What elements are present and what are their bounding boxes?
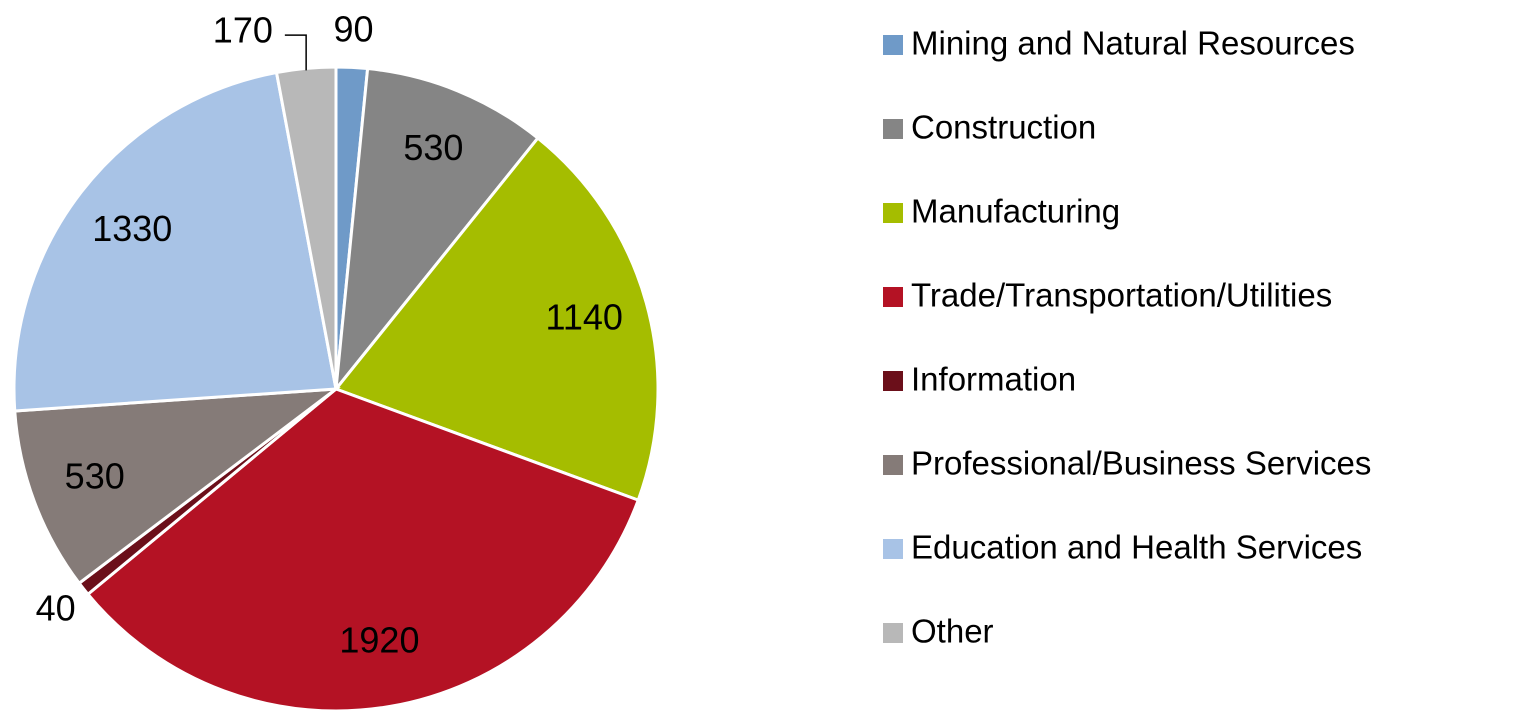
legend-swatch	[883, 35, 903, 55]
pie-slice	[13, 387, 341, 586]
data-label: 1330	[92, 208, 172, 249]
pie-slice	[12, 70, 338, 413]
legend-swatch	[883, 203, 903, 223]
legend-label: Mining and Natural Resources	[911, 25, 1355, 62]
data-label: 40	[36, 587, 76, 628]
legend-label: Construction	[911, 109, 1096, 146]
data-label: 1920	[339, 619, 419, 660]
data-label: 170	[213, 10, 273, 51]
data-label: 530	[65, 456, 125, 497]
legend-swatch	[883, 371, 903, 391]
legend-swatch	[883, 119, 903, 139]
legend-label: Information	[911, 361, 1076, 398]
legend-swatch	[883, 539, 903, 559]
pie-slice	[334, 66, 540, 394]
pie-slice	[333, 136, 660, 503]
legend-label: Education and Health Services	[911, 529, 1362, 566]
legend-label: Manufacturing	[911, 193, 1120, 230]
legend-label: Professional/Business Services	[911, 445, 1371, 482]
legend-label: Trade/Transportation/Utilities	[911, 277, 1332, 314]
data-label: 530	[403, 127, 463, 168]
legend-swatch	[883, 287, 903, 307]
legend-swatch	[883, 623, 903, 643]
pie-slice	[85, 387, 641, 710]
legend-swatch	[883, 455, 903, 475]
legend-label: Other	[911, 613, 994, 650]
data-label: 1140	[546, 297, 623, 338]
leader-line	[284, 34, 307, 71]
data-label: 90	[334, 9, 374, 50]
